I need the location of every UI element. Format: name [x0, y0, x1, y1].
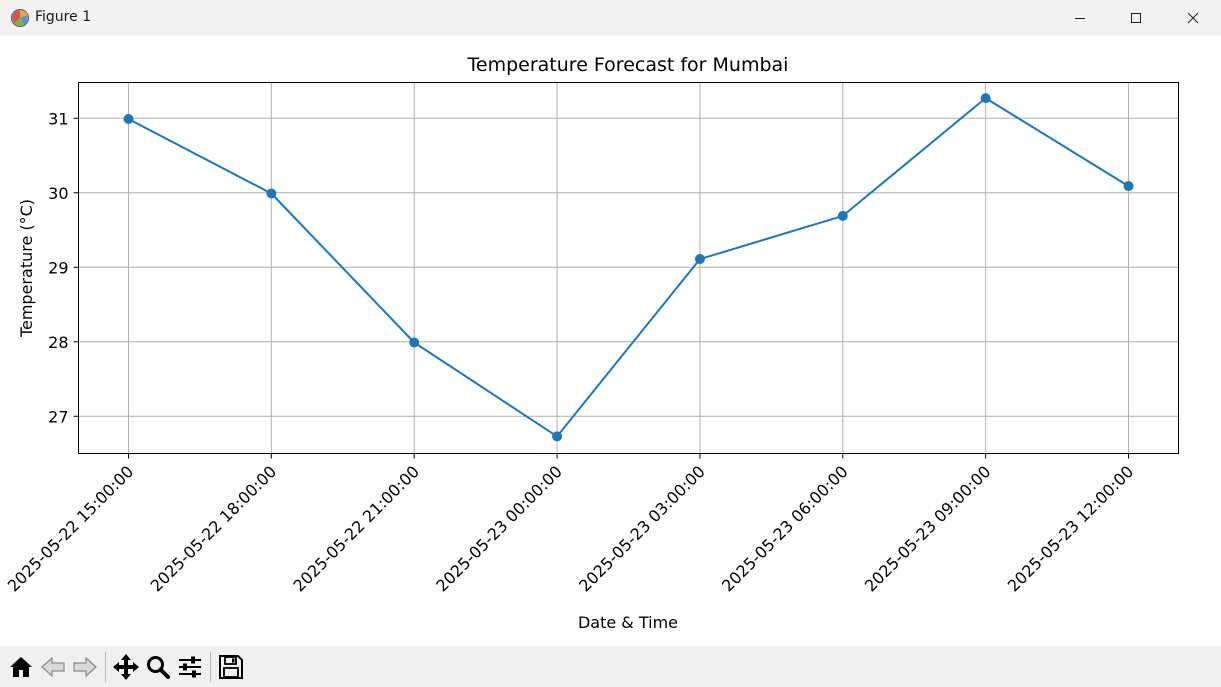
- zoom-icon: [147, 655, 170, 679]
- toolbar-separator: [105, 651, 106, 682]
- x-tick-label: 2025-05-23 09:00:00: [861, 462, 995, 596]
- navigation-toolbar: [0, 646, 1221, 687]
- forward-icon: [73, 656, 97, 677]
- minimize-button[interactable]: [1052, 0, 1108, 36]
- save-button[interactable]: [215, 650, 247, 684]
- window-title: Figure 1: [35, 9, 92, 25]
- x-tick-label: 2025-05-22 15:00:00: [4, 462, 138, 596]
- y-tick-label: 28: [48, 333, 68, 352]
- y-tick-label: 29: [48, 258, 68, 277]
- window-titlebar: Figure 1: [0, 0, 1221, 36]
- y-axis-label: Temperature (°C): [17, 199, 36, 338]
- forward-button[interactable]: [69, 650, 101, 684]
- close-icon: [1187, 12, 1199, 24]
- figure-canvas[interactable]: Temperature Forecast for Mumbai 27 28 29 30…: [0, 36, 1221, 646]
- data-point: [123, 114, 134, 125]
- back-button[interactable]: [37, 650, 69, 684]
- x-tick-label: 2025-05-22 21:00:00: [289, 462, 423, 596]
- y-tick-label: 31: [48, 109, 68, 128]
- maximize-icon: [1131, 13, 1141, 23]
- chart-title: Temperature Forecast for Mumbai: [467, 54, 789, 76]
- y-tick-label: 27: [48, 407, 68, 426]
- plot-frame: [78, 82, 1179, 454]
- data-point: [266, 188, 277, 199]
- temperature-series-line: [128, 97, 1130, 438]
- back-icon: [41, 656, 65, 677]
- data-point: [409, 337, 420, 348]
- x-tick-label: 2025-05-23 03:00:00: [575, 462, 709, 596]
- toolbar-separator: [210, 651, 211, 682]
- x-tick-label: 2025-05-23 06:00:00: [718, 462, 852, 596]
- series-line-layer: [128, 97, 1130, 438]
- data-point: [1123, 181, 1134, 192]
- matplotlib-app-icon: [11, 9, 29, 27]
- configure-subplots-button[interactable]: [174, 650, 206, 684]
- home-button[interactable]: [5, 650, 37, 684]
- x-tick-label: 2025-05-23 12:00:00: [1004, 462, 1138, 596]
- y-tick-label: 30: [48, 184, 68, 203]
- y-axis-ticks: 27 28 29 30 31: [48, 109, 79, 426]
- grid-layer: [78, 82, 1179, 454]
- x-axis-label: Date & Time: [578, 613, 678, 632]
- maximize-button[interactable]: [1108, 0, 1164, 36]
- x-tick-label: 2025-05-23 00:00:00: [432, 462, 566, 596]
- data-points-layer: [123, 93, 1134, 442]
- home-icon: [10, 656, 32, 677]
- line-chart: Temperature Forecast for Mumbai 27 28 29 30…: [4, 54, 1179, 632]
- data-point: [980, 93, 991, 104]
- data-point: [694, 254, 705, 265]
- pan-icon: [113, 653, 139, 680]
- data-point: [837, 210, 848, 221]
- x-tick-label: 2025-05-22 18:00:00: [147, 462, 281, 596]
- x-axis-ticks: 2025-05-22 15:00:00 2025-05-22 18:00:00 20…: [4, 453, 1138, 596]
- configure-subplots-icon: [179, 656, 201, 677]
- close-button[interactable]: [1165, 0, 1221, 36]
- zoom-button[interactable]: [142, 650, 174, 684]
- minimize-icon: [1075, 18, 1085, 19]
- data-point: [552, 431, 563, 442]
- pan-button[interactable]: [110, 650, 142, 684]
- save-icon: [219, 654, 243, 679]
